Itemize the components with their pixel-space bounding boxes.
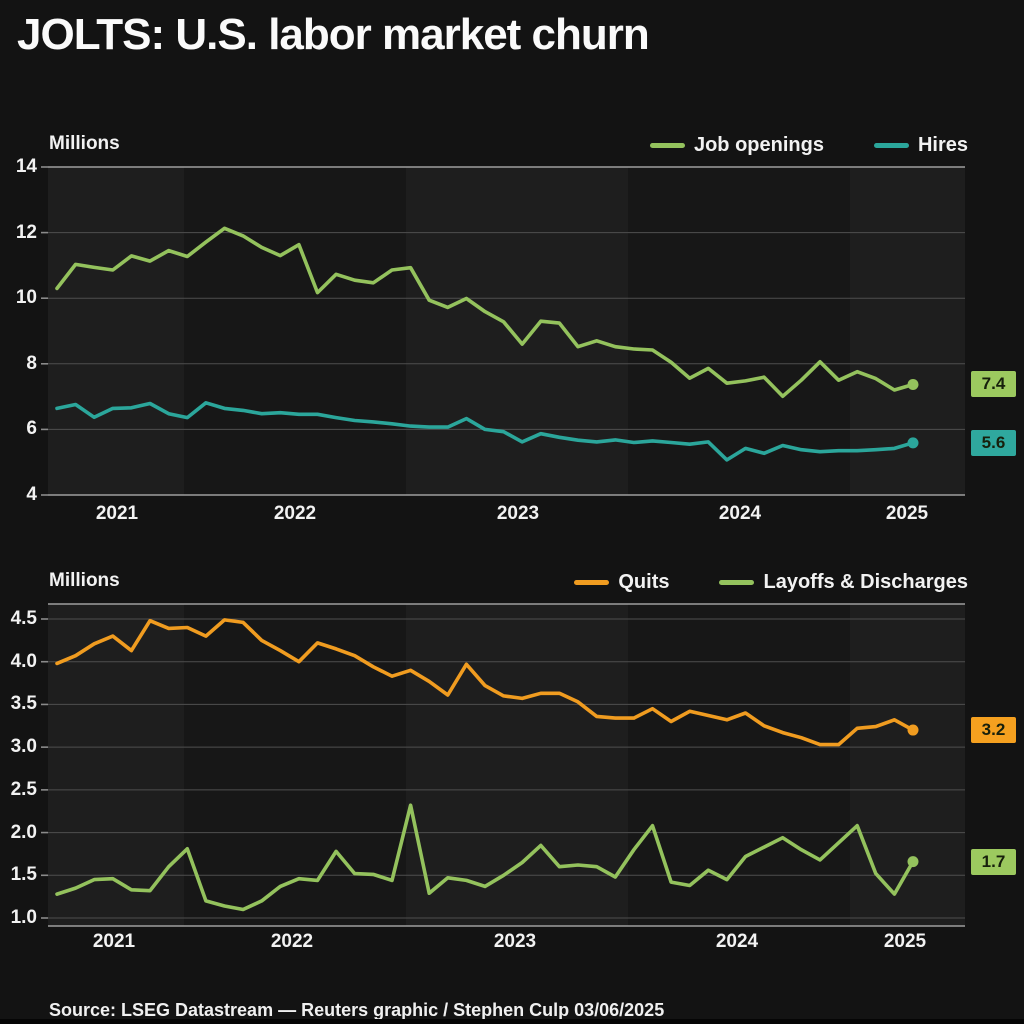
axis-units-label: Millions	[49, 133, 120, 154]
x-tick-label: 2025	[883, 931, 927, 952]
y-axis-tick	[41, 789, 48, 791]
y-axis-tick	[41, 874, 48, 877]
legend-item-hires: Hires	[873, 133, 968, 157]
legend: Quits Layoffs & Discharges	[574, 570, 968, 594]
legend-item-job-openings: Job openings	[649, 133, 824, 157]
legend-swatch-quits	[574, 579, 610, 585]
y-tick-label: 1.0	[10, 907, 37, 928]
legend: Job openings Hires	[649, 133, 968, 157]
source-line: Source: LSEG Datastream — Reuters graphi…	[49, 1000, 665, 1020]
y-axis-tick	[41, 618, 48, 620]
plot-band-year	[406, 167, 628, 495]
series-line-hires	[55, 400, 915, 462]
legend-label: Hires	[917, 133, 968, 156]
end-value-badge-quits: 3.2	[971, 717, 1016, 744]
y-axis-tick	[41, 166, 48, 168]
y-tick-label: 2.0	[10, 821, 37, 843]
series-end-dot-layoffs-discharges	[907, 856, 919, 868]
x-tick-label: 2022	[270, 931, 314, 952]
plot-band-year	[184, 604, 406, 926]
y-axis-tick	[41, 746, 48, 748]
legend-item-quits: Quits	[574, 571, 669, 594]
legend-swatch-layoffs-discharges	[719, 579, 755, 585]
legend-label: Job openings	[693, 133, 824, 156]
end-value-badge-job-openings: 7.4	[971, 371, 1016, 398]
x-tick-label: 2024	[718, 503, 762, 524]
y-axis-tick	[41, 831, 48, 834]
plot-band-year	[406, 604, 628, 926]
x-tick-label: 2023	[496, 503, 540, 524]
x-tick-label: 2022	[273, 503, 317, 524]
x-tick-label: 2024	[715, 931, 759, 952]
series-end-dot-job-openings	[907, 378, 919, 390]
legend-label: Quits	[618, 570, 670, 593]
plot-band-year	[48, 604, 184, 926]
legend-swatch-hires	[873, 142, 909, 148]
y-tick-label: 4	[26, 484, 37, 505]
y-axis-tick	[41, 297, 48, 299]
y-tick-label: 3.0	[10, 736, 37, 758]
legend-item-layoffs-discharges: Layoffs & Discharges	[719, 571, 968, 594]
bottom-edge-strip	[0, 1019, 1024, 1024]
legend-swatch-job-openings	[649, 142, 685, 148]
end-value-badge-hires: 5.6	[971, 429, 1016, 456]
series-line-quits	[55, 618, 915, 747]
y-tick-label: 10	[15, 287, 37, 309]
y-tick-label: 3.5	[10, 693, 37, 715]
legend-label: Layoffs & Discharges	[763, 570, 968, 593]
y-axis-tick	[41, 231, 48, 234]
plot-band-year	[628, 167, 850, 495]
series-line-job-openings	[55, 226, 915, 399]
y-tick-label: 1.5	[10, 864, 37, 886]
y-axis-tick	[41, 917, 48, 919]
y-tick-label: 8	[26, 352, 37, 374]
axis-units-label: Millions	[49, 570, 120, 591]
series-end-dot-quits	[907, 724, 919, 736]
y-tick-label: 4.0	[10, 650, 37, 672]
x-tick-label: 2021	[95, 503, 139, 524]
plot-band-year	[628, 604, 850, 926]
x-tick-label: 2023	[493, 931, 537, 952]
end-value-badge-layoffs-discharges: 1.7	[971, 848, 1016, 875]
y-tick-label: 12	[15, 221, 37, 243]
y-axis-tick	[41, 703, 48, 706]
y-axis-tick	[41, 660, 48, 663]
plot-band-year	[48, 167, 184, 495]
x-tick-label: 2025	[885, 503, 929, 524]
y-tick-label: 2.5	[10, 778, 37, 800]
y-axis-tick	[41, 494, 48, 496]
y-axis-tick	[41, 363, 48, 365]
x-tick-label: 2021	[92, 931, 136, 952]
y-axis-tick	[41, 428, 48, 431]
plot-band-year	[184, 167, 406, 495]
page-title: JOLTS: U.S. labor market churn	[17, 10, 650, 59]
plot-band-year	[850, 167, 965, 495]
series-end-dot-hires	[907, 437, 919, 449]
series-line-layoffs-discharges	[55, 803, 915, 912]
y-tick-label: 14	[15, 156, 37, 177]
y-tick-label: 6	[26, 418, 37, 440]
plot-band-year	[850, 604, 965, 926]
y-tick-label: 4.5	[10, 608, 37, 629]
